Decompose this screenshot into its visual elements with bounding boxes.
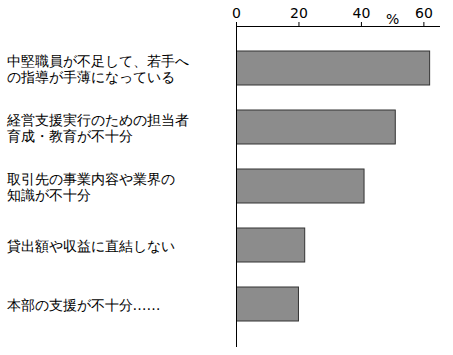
svg-text:中堅職員が不足して、若手への指導が手薄になっている: 中堅職員が不足して、若手への指導が手薄になっている: [7, 53, 189, 85]
svg-text:貸出額や収益に直結しない: 貸出額や収益に直結しない: [7, 238, 175, 254]
svg-text:取引先の事業内容や業界の知識が不十分: 取引先の事業内容や業界の知識が不十分: [7, 171, 175, 203]
svg-text:%: %: [386, 11, 399, 27]
svg-text:経営支援実行のための担当者育成・教育が不十分: 経営支援実行のための担当者育成・教育が不十分: [6, 112, 189, 144]
svg-text:40: 40: [353, 5, 371, 21]
svg-text:60: 60: [415, 5, 433, 21]
svg-text:20: 20: [290, 5, 308, 21]
svg-text:0: 0: [232, 5, 241, 21]
svg-text:本部の支援が不十分……: 本部の支援が不十分……: [7, 297, 161, 313]
